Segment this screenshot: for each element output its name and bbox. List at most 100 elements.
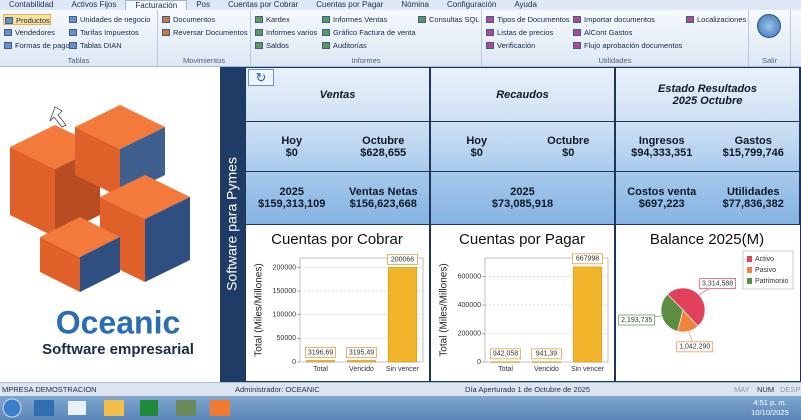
kpi-cell: Costos venta $697,223 Utilidades $77,836,38… (616, 172, 799, 224)
ribbon-button[interactable]: Saldos (254, 40, 289, 51)
value-label: 3195,49 (349, 349, 374, 356)
ribbon-button[interactable]: Kardex (254, 14, 290, 25)
kpi-item: Gastos $15,799,746 (708, 122, 800, 171)
ribbon-button[interactable]: Importar documentos (572, 14, 655, 25)
ribbon-button[interactable]: Auditorías (321, 40, 367, 51)
kpi-label: Ingresos (638, 134, 685, 147)
chart-title: Cuentas por Pagar (459, 231, 585, 248)
kpi-item: 2025 $73,085,918 (431, 172, 614, 224)
ribbon-button[interactable]: Productos (3, 14, 51, 25)
menu-tab[interactable]: Pos (196, 0, 210, 9)
y-tick-label: 50000 (277, 335, 297, 342)
ribbon-button[interactable]: Reversar Documentos (161, 27, 248, 38)
kpi-cell: Hoy $0 Octubre $628,655 (246, 122, 429, 171)
ribbon-button[interactable]: Informes Ventas (321, 14, 387, 25)
ribbon-button[interactable]: Tarifas Impuestos (68, 27, 139, 38)
chart-title: Balance 2025(M) (650, 231, 764, 248)
ribbon-button[interactable]: Tablas DIAN (68, 40, 122, 51)
value-label: 1,042,290 (679, 344, 710, 351)
y-tick-label: 200000 (458, 330, 481, 337)
x-tick-label: Sin vencer (571, 366, 605, 373)
status-indicator: DESP (780, 385, 801, 394)
y-tick-label: 0 (477, 359, 481, 366)
kpi-header-text: Estado Resultados (657, 82, 758, 95)
ribbon-button[interactable]: Tipos de Documentos (485, 14, 570, 25)
menu-tab[interactable]: Activos Fijos (71, 0, 117, 9)
kpi-label: Octubre (547, 134, 590, 147)
y-tick-label: 100000 (273, 312, 296, 319)
exit-icon[interactable] (757, 14, 781, 38)
ribbon-button[interactable]: Localizaciones (685, 14, 746, 25)
menu-tab[interactable]: Configuración (446, 0, 497, 9)
legend-label: Pasivo (755, 267, 776, 274)
ribbon-button[interactable]: Formas de pago (3, 40, 70, 51)
ribbon-button[interactable]: Vendedores (3, 27, 55, 38)
ribbon-button[interactable]: Documentos (161, 14, 215, 25)
chart-title: Cuentas por Cobrar (271, 231, 403, 248)
kpi-label: 2025 (510, 186, 535, 198)
legend-swatch (747, 256, 752, 262)
kpi-value: $156,623,668 (349, 198, 417, 210)
ribbon-button[interactable]: Verificación (485, 40, 535, 51)
kpi-header: Recaudos (431, 68, 614, 121)
y-tick-label: 600000 (458, 273, 481, 280)
bar (531, 361, 562, 363)
status-company: MPRESA DEMOSTRACION (2, 385, 97, 394)
ribbon-button[interactable]: Gráfico Factura de venta (321, 27, 416, 38)
ribbon-button[interactable]: Unidades de negocio (68, 14, 150, 25)
ribbon-group: Tablas Productos Vendedores Formas de pago U… (0, 10, 158, 66)
kpi-cell: Hoy $0 Octubre $0 (431, 122, 614, 171)
ribbon-button[interactable]: Listas de precios (485, 27, 553, 38)
refresh-button[interactable]: ↻ (248, 69, 274, 86)
ribbon-button[interactable]: Informes varios (254, 27, 317, 38)
menu-tab[interactable]: Contabilidad (9, 0, 54, 9)
ribbon-button[interactable]: Flujo aprobación documentos (572, 40, 682, 51)
value-label-box (618, 314, 656, 326)
y-axis-label: Total (Miles/Millones) (254, 263, 265, 356)
ribbon-group-label: Utilidades (598, 56, 632, 65)
x-tick-label: Vencido (534, 366, 559, 373)
value-label-box (305, 347, 336, 358)
value-label: 3,314,588 (702, 280, 733, 287)
kpi-item: Ventas Netas $156,623,668 (338, 172, 430, 224)
menu-tab[interactable]: Nómina (401, 0, 429, 9)
value-label-box (490, 348, 521, 360)
ribbon-button[interactable]: AlCont Gastos (572, 27, 632, 38)
value-label: 667998 (576, 256, 599, 263)
logo-panel: Oceanic Software empresarial (0, 67, 220, 382)
menu-tab[interactable]: Ayuda (514, 0, 537, 9)
kpi-value: $159,313,109 (258, 198, 326, 210)
kpi-item: Octubre $628,655 (338, 122, 430, 171)
ribbon-group: Salir (749, 10, 791, 66)
kpi-label: Utilidades (726, 186, 780, 198)
status-indicator: MAY (734, 385, 750, 394)
menu-tab[interactable]: Cuentas por Cobrar (227, 0, 299, 9)
y-tick-label: 200000 (273, 264, 296, 271)
kpi-value: $73,085,918 (491, 198, 554, 210)
legend-label: Patrimonio (755, 278, 789, 285)
kpi-value: $0 (562, 146, 575, 159)
kpi-label: Hoy (466, 134, 488, 147)
logo-tagline: Software empresarial (42, 341, 194, 358)
pie-slice (660, 294, 684, 332)
status-user: Administrador: OCEANIC (235, 385, 320, 394)
kpi-value: $15,799,746 (722, 146, 784, 159)
kpi-value: $77,836,382 (722, 198, 784, 210)
kpi-label: Octubre (362, 134, 405, 147)
clock-date: 10/10/2025 (751, 408, 789, 417)
value-label-box (346, 347, 377, 358)
bar (387, 267, 418, 363)
kpi-value: $94,333,351 (631, 146, 693, 159)
ribbon-button[interactable]: Consultas SQL (417, 14, 479, 25)
kpi-cell: 2025 $73,085,918 (431, 172, 614, 224)
menu-tab[interactable]: Facturación (125, 0, 188, 10)
kpi-value: $0 (470, 146, 483, 159)
value-label-box (699, 278, 736, 289)
side-strip: Software para Pymes (220, 67, 245, 382)
bar (490, 361, 521, 363)
kpi-header: Estado Resultados 2025 Octubre (616, 68, 799, 121)
menu-tab[interactable]: Cuentas por Pagar (316, 0, 384, 9)
kpi-header-text: Ventas (319, 88, 356, 101)
kpi-item: Ingresos $94,333,351 (616, 122, 708, 171)
kpi-label: Hoy (281, 134, 303, 147)
